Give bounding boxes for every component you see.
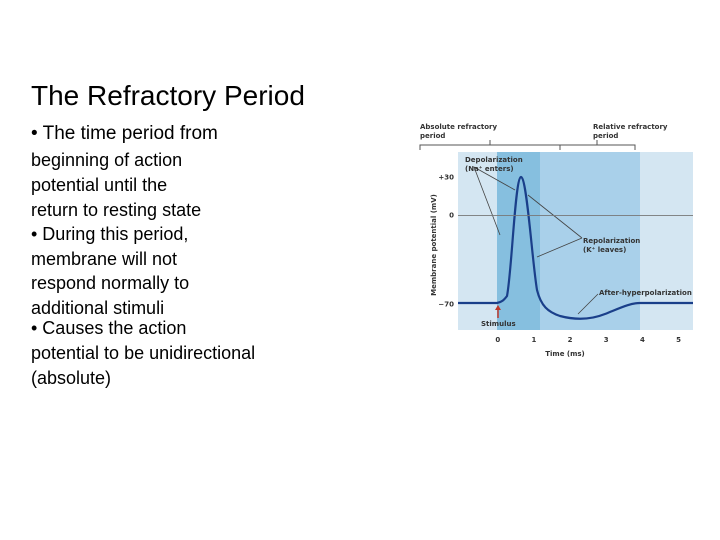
x-tick-label: 4: [640, 336, 645, 344]
y-tick-label: +30: [438, 173, 454, 181]
depolarization-label: (Na⁺ enters): [465, 165, 514, 173]
y-axis-label: Membrane potential (mV): [430, 194, 438, 296]
bullet-line: respond normally to: [31, 273, 190, 293]
depolarization-label: Depolarization: [465, 156, 523, 164]
absolute-label: period: [420, 132, 445, 140]
bullet-line: • Causes the action: [31, 318, 187, 338]
bullet-line: (absolute): [31, 368, 112, 388]
bullet-line: return to resting state: [31, 200, 202, 220]
x-tick-label: 1: [531, 336, 536, 344]
x-tick-label: 5: [676, 336, 681, 344]
y-tick-label: −70: [438, 301, 454, 309]
bullet-line: • During this period,: [31, 224, 189, 244]
x-tick-label: 2: [568, 336, 573, 344]
bullet-line: potential until the: [31, 175, 168, 195]
repolarization-label: (K⁺ leaves): [583, 246, 626, 254]
x-tick-label: 3: [604, 336, 609, 344]
stimulus-arrowhead: [495, 305, 501, 310]
absolute-label: Absolute refractory: [420, 123, 497, 131]
bullet-line: additional stimuli: [31, 298, 165, 318]
bullet-line: membrane will not: [31, 249, 178, 269]
action-potential-curve: [458, 175, 693, 320]
brackets: [419, 140, 636, 150]
relative-region: [540, 152, 640, 330]
stimulus-label: Stimulus: [481, 320, 516, 328]
after-label: After-hyperpolarization: [599, 289, 692, 297]
bullet-line: potential to be unidirectional: [31, 343, 256, 363]
repolarization-label: Repolarization: [583, 237, 640, 245]
absolute-region: [497, 152, 540, 330]
y-tick-label: 0: [449, 212, 454, 220]
slide-title: The Refractory Period: [31, 80, 305, 111]
pointers: [473, 166, 599, 315]
bullet-line: • The time period from: [31, 123, 218, 144]
bullet-line: beginning of action: [31, 150, 183, 170]
relative-label: Relative refractory: [593, 123, 668, 131]
relative-label: period: [593, 132, 618, 140]
x-axis-label: Time (ms): [545, 350, 585, 358]
x-tick-label: 0: [495, 336, 500, 344]
